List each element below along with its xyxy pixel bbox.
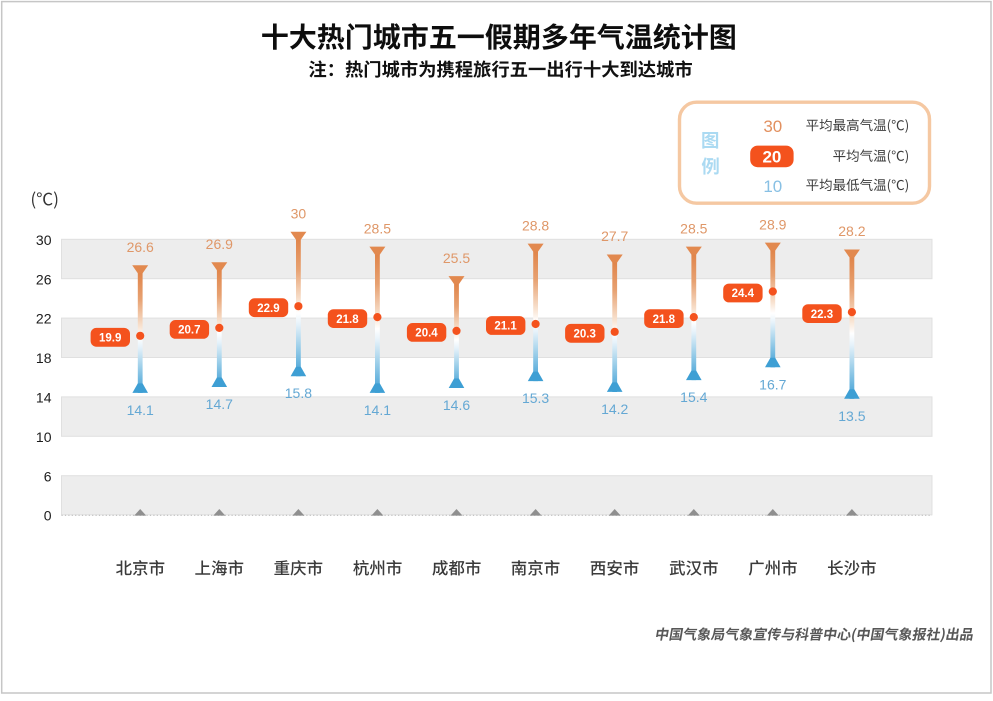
svg-text:21.8: 21.8 xyxy=(653,314,676,326)
svg-text:21.8: 21.8 xyxy=(336,314,359,326)
svg-text:20.4: 20.4 xyxy=(415,328,438,340)
svg-text:14.1: 14.1 xyxy=(364,402,391,418)
svg-text:28.5: 28.5 xyxy=(680,220,707,236)
svg-text:10: 10 xyxy=(36,429,52,445)
svg-text:6: 6 xyxy=(44,468,52,484)
svg-text:14: 14 xyxy=(36,390,52,406)
svg-text:16.7: 16.7 xyxy=(759,376,786,392)
svg-text:22.9: 22.9 xyxy=(257,303,279,315)
svg-text:22: 22 xyxy=(36,311,52,327)
svg-text:27.7: 27.7 xyxy=(601,228,628,244)
svg-text:14.7: 14.7 xyxy=(206,396,233,412)
svg-text:14.6: 14.6 xyxy=(443,397,470,413)
svg-text:28.5: 28.5 xyxy=(364,220,391,236)
svg-text:15.3: 15.3 xyxy=(522,390,549,406)
svg-text:18: 18 xyxy=(36,350,52,366)
svg-text:19.9: 19.9 xyxy=(99,333,121,345)
svg-text:22.3: 22.3 xyxy=(811,309,833,321)
svg-text:20: 20 xyxy=(762,147,781,166)
svg-text:28.9: 28.9 xyxy=(759,216,786,232)
svg-text:30: 30 xyxy=(291,206,307,222)
svg-text:26.9: 26.9 xyxy=(206,236,233,252)
svg-text:15.8: 15.8 xyxy=(285,385,312,401)
svg-text:30: 30 xyxy=(36,232,52,248)
svg-text:21.1: 21.1 xyxy=(494,321,517,333)
svg-text:28.2: 28.2 xyxy=(838,223,865,239)
svg-text:24.4: 24.4 xyxy=(732,288,755,300)
svg-text:28.8: 28.8 xyxy=(522,217,549,233)
svg-text:14.1: 14.1 xyxy=(127,402,154,418)
svg-text:15.4: 15.4 xyxy=(680,389,707,405)
svg-text:20.7: 20.7 xyxy=(178,325,200,337)
svg-text:13.5: 13.5 xyxy=(838,408,865,424)
svg-text:30: 30 xyxy=(763,117,782,136)
svg-text:25.5: 25.5 xyxy=(443,250,470,266)
svg-text:26: 26 xyxy=(36,271,52,287)
svg-text:14.2: 14.2 xyxy=(601,401,628,417)
svg-text:0: 0 xyxy=(44,507,52,523)
svg-text:20.3: 20.3 xyxy=(574,329,596,341)
svg-text:10: 10 xyxy=(763,177,782,196)
svg-text:26.6: 26.6 xyxy=(127,239,154,255)
